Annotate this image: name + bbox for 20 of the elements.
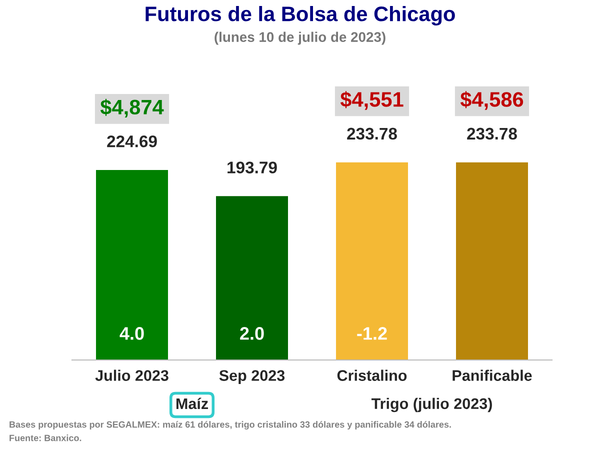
annotation: 2.0 xyxy=(240,327,264,340)
text: Bases propuestas por SEGALMEX: maíz 61 dólares, trigo cristalino 33 dólares y panificable 34 dólares. xyxy=(10,420,451,430)
text: $4,586 xyxy=(460,91,524,110)
chart-title: Futuros de la Bolsa de Chicago xyxy=(146,6,455,26)
annotation: -1.2 xyxy=(357,327,387,340)
text: $4,874 xyxy=(100,98,164,118)
x-tick-label: Sep 2023 xyxy=(219,370,285,384)
chart-subtitle: (lunes 10 de julio de 2023) xyxy=(214,32,386,45)
source-note: Fuente: Banxico. xyxy=(10,434,82,442)
text: Maíz xyxy=(176,398,208,410)
x-tick-label: Julio 2023 xyxy=(95,370,168,381)
x-tick-label: Panificable xyxy=(452,370,532,381)
text: $4,551 xyxy=(340,91,404,110)
x-tick-label: Cristalino xyxy=(337,370,407,381)
annotation: 4.0 xyxy=(120,327,144,340)
data-label: 224.69 xyxy=(107,135,157,148)
data-label: 233.78 xyxy=(467,128,517,140)
text: Trigo (julio 2023) xyxy=(371,398,492,412)
data-label: 193.79 xyxy=(228,162,277,174)
data-label: 233.78 xyxy=(347,128,397,140)
